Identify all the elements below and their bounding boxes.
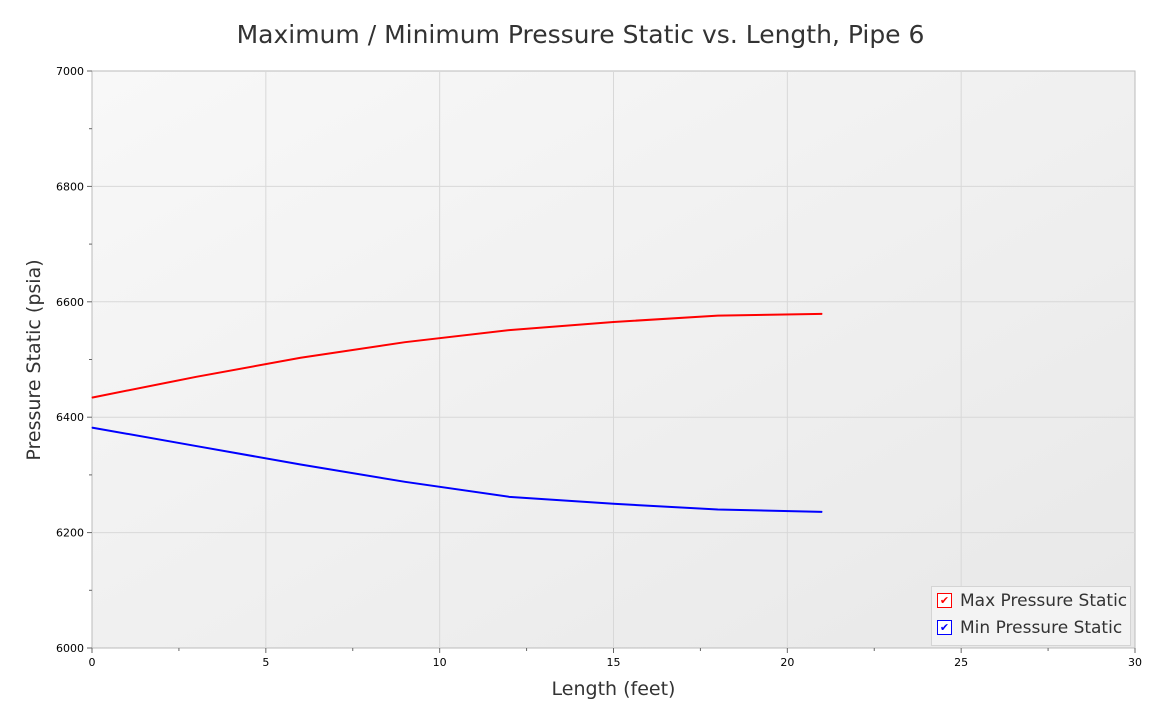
checkbox-checked-icon[interactable]: ✔ — [937, 593, 952, 608]
data-point — [613, 503, 614, 505]
y-tick-label: 6600 — [56, 296, 84, 309]
x-tick-label: 25 — [954, 656, 968, 669]
checkbox-checked-icon[interactable]: ✔ — [937, 620, 952, 635]
data-point — [717, 315, 719, 317]
legend: ✔ Max Pressure Static ✔ Min Pressure Stati… — [931, 586, 1131, 646]
data-point — [821, 313, 823, 315]
data-point — [91, 397, 93, 399]
legend-item-min[interactable]: ✔ Min Pressure Static — [932, 614, 1130, 641]
x-tick-label: 20 — [780, 656, 794, 669]
chart-title: Maximum / Minimum Pressure Static vs. Le… — [236, 20, 925, 49]
data-point — [91, 427, 93, 429]
min-pressure-line — [91, 426, 823, 513]
data-point — [613, 321, 614, 323]
data-point — [508, 496, 510, 498]
y-tick-label: 6000 — [56, 642, 84, 655]
x-axis-label: Length (feet) — [551, 678, 676, 700]
data-point — [717, 509, 719, 511]
y-tick-label: 7000 — [56, 65, 84, 78]
x-tick-label: 30 — [1128, 656, 1142, 669]
data-point — [195, 376, 197, 378]
y-tick-label: 6800 — [56, 180, 84, 193]
x-tick-label: 10 — [433, 656, 447, 669]
y-axis-label: Pressure Static (psia) — [23, 259, 45, 461]
data-point — [300, 464, 302, 466]
data-point — [404, 481, 406, 483]
y-tick-label: 6200 — [56, 527, 84, 540]
data-point — [195, 445, 197, 447]
data-point — [404, 341, 406, 343]
y-tick-label: 6400 — [56, 411, 84, 424]
data-point — [821, 511, 823, 513]
x-tick-label: 15 — [607, 656, 621, 669]
data-point — [508, 329, 510, 331]
x-tick-label: 5 — [262, 656, 269, 669]
legend-label: Min Pressure Static — [960, 617, 1123, 638]
legend-item-max[interactable]: ✔ Max Pressure Static — [932, 587, 1130, 614]
max-pressure-line — [91, 312, 823, 399]
x-tick-label: 0 — [89, 656, 96, 669]
data-point — [300, 357, 302, 359]
legend-label: Max Pressure Static — [960, 590, 1128, 611]
